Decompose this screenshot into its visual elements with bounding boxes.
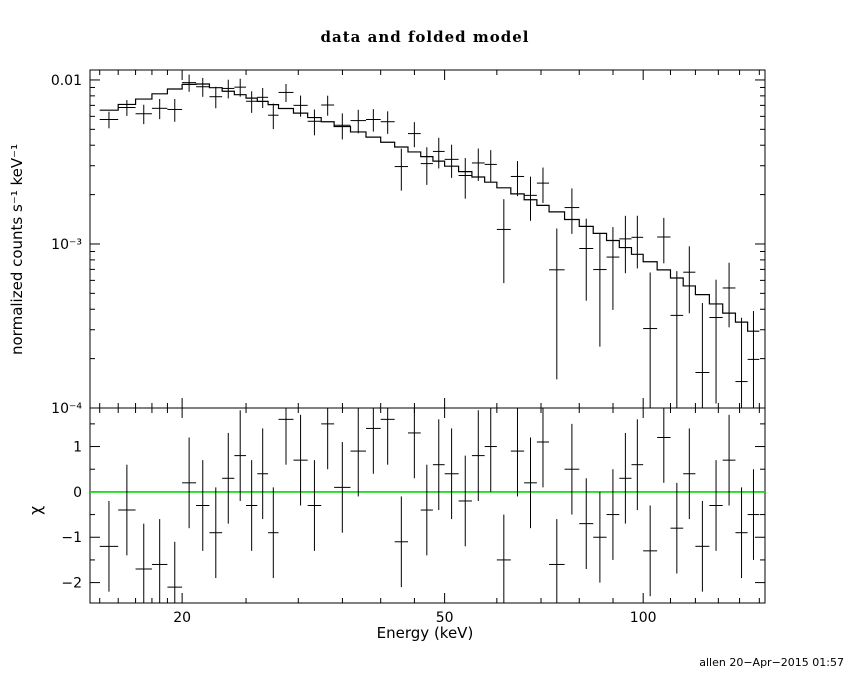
- svg-text:50: 50: [436, 610, 454, 626]
- svg-text:1: 1: [73, 440, 82, 456]
- x-axis-label: Energy (keV): [376, 624, 474, 642]
- y-axis-label-bottom: χ: [26, 505, 45, 515]
- spectrum-data-points: [99, 74, 760, 408]
- y-axis-label-top: normalized counts s⁻¹ keV⁻¹: [8, 143, 26, 355]
- folded-model-line: [99, 83, 760, 332]
- panel-frames: [89, 69, 766, 604]
- bottom-y-axis-tick-labels: −2 −1 0 1: [61, 440, 82, 592]
- top-y-axis-ticks: [90, 79, 765, 409]
- top-y-axis-tick-labels: 10⁻⁴ 10⁻³ 0.01: [51, 73, 83, 417]
- user-timestamp: allen 20−Apr−2015 01:57: [699, 656, 844, 669]
- x-axis-tick-labels: 20 50 100: [173, 610, 656, 626]
- svg-text:10⁻⁴: 10⁻⁴: [51, 401, 82, 417]
- svg-text:10⁻³: 10⁻³: [51, 237, 82, 253]
- svg-text:−2: −2: [61, 576, 82, 592]
- svg-text:100: 100: [630, 610, 657, 626]
- chart-title: data and folded model: [320, 28, 530, 46]
- svg-text:20: 20: [173, 610, 191, 626]
- x-axis-ticks: [99, 70, 760, 603]
- chi-residual-points: [99, 408, 760, 603]
- svg-text:−1: −1: [61, 530, 82, 546]
- svg-text:0: 0: [73, 485, 82, 501]
- svg-text:0.01: 0.01: [51, 73, 82, 89]
